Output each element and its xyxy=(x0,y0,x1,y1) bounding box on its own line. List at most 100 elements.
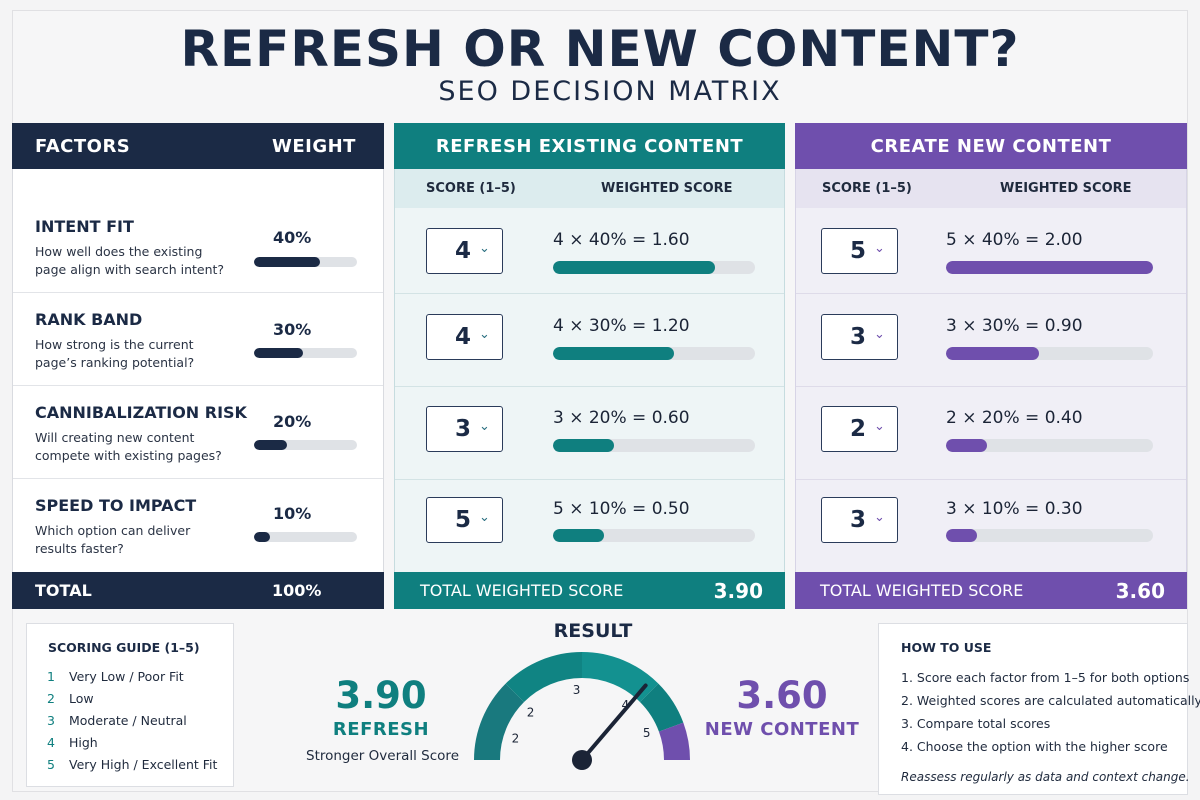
weighted-calc: 4 × 30% = 1.20 xyxy=(553,316,690,336)
result-gauge: 22 3 45 xyxy=(474,652,690,770)
refresh-score-select[interactable]: 4 ⌄ xyxy=(426,314,503,360)
new-content-score-select[interactable]: 3 ⌄ xyxy=(821,314,898,360)
score-value: 5 xyxy=(455,507,472,533)
weighted-bar-fill xyxy=(553,529,604,542)
refresh-score-select[interactable]: 5 ⌄ xyxy=(426,497,503,543)
factor-description: Which option can deliver results faster? xyxy=(35,523,191,556)
guide-number: 2 xyxy=(47,691,55,706)
refresh-result-caption: Stronger Overall Score xyxy=(306,748,459,764)
weight-bar-fill xyxy=(254,440,287,450)
weighted-bar-track xyxy=(946,261,1153,274)
gauge-segment xyxy=(639,683,684,732)
guide-item: 5 Very High / Excellent Fit xyxy=(47,757,217,772)
factor-weight-label: 10% xyxy=(273,504,312,523)
gauge-ticks: 22 3 45 xyxy=(512,683,651,745)
guide-number: 3 xyxy=(47,713,55,728)
refresh-result-value: 3.90 xyxy=(335,674,427,717)
guide-label: Very Low / Poor Fit xyxy=(69,669,184,684)
score-value: 4 xyxy=(455,324,472,350)
refresh-row-3: 3 ⌄ 3 × 20% = 0.60 xyxy=(395,387,784,480)
weighted-bar-track xyxy=(553,439,755,452)
gauge-tick-label: 2 xyxy=(512,731,520,745)
weighted-bar-fill xyxy=(553,261,715,274)
weight-bar-track xyxy=(254,257,357,267)
gauge-tick-label: 3 xyxy=(573,683,581,697)
gauge-needle xyxy=(580,683,648,762)
refresh-result: 3.90 REFRESH Stronger Overall Score xyxy=(306,674,459,764)
factor-name: CANNIBALIZATION RISK xyxy=(35,403,247,422)
gauge-hub xyxy=(572,750,592,770)
new-content-result: 3.60 NEW CONTENT xyxy=(702,674,862,740)
factor-description: How well does the existing page align wi… xyxy=(35,244,225,277)
refresh-header: REFRESH EXISTING CONTENT xyxy=(394,123,785,169)
new-content-score-select[interactable]: 2 ⌄ xyxy=(821,406,898,452)
weight-bar-fill xyxy=(254,348,304,358)
chevron-down-icon: ⌄ xyxy=(874,510,885,525)
guide-number: 4 xyxy=(47,735,55,750)
gauge-segment xyxy=(505,652,582,703)
weighted-column-header: WEIGHTED SCORE xyxy=(601,181,733,196)
new-content-row-1: 5 ⌄ 5 × 40% = 2.00 xyxy=(796,208,1186,294)
weight-bar-track xyxy=(254,532,357,542)
chevron-down-icon: ⌄ xyxy=(479,327,490,342)
factors-panel: FACTORS WEIGHT INTENT FIT How well does … xyxy=(12,123,384,609)
chevron-down-icon: ⌄ xyxy=(874,327,885,342)
guide-label: Moderate / Neutral xyxy=(69,713,187,728)
chevron-down-icon: ⌄ xyxy=(874,241,885,256)
guide-label: High xyxy=(69,735,98,750)
refresh-row-1: 4 ⌄ 4 × 40% = 1.60 xyxy=(395,208,784,294)
refresh-subheader: SCORE (1–5) WEIGHTED SCORE xyxy=(395,169,784,208)
weight-bar-track xyxy=(254,440,357,450)
weighted-calc: 5 × 40% = 2.00 xyxy=(946,230,1083,250)
weighted-column-header: WEIGHTED SCORE xyxy=(1000,181,1132,196)
guide-number: 5 xyxy=(47,757,55,772)
chevron-down-icon: ⌄ xyxy=(479,241,490,256)
refresh-title: REFRESH EXISTING CONTENT xyxy=(435,135,744,157)
new-content-total-score: 3.60 xyxy=(1115,578,1165,603)
factor-description: How strong is the current page’s ranking… xyxy=(35,337,195,370)
result-title: RESULT xyxy=(553,620,633,642)
factors-header: FACTORS WEIGHT xyxy=(12,123,384,169)
score-value: 4 xyxy=(455,238,472,264)
weight-bar-track xyxy=(254,348,357,358)
new-content-score-select[interactable]: 3 ⌄ xyxy=(821,497,898,543)
guide-number: 1 xyxy=(47,669,55,684)
how-to-step: 3. Compare total scores xyxy=(901,716,1051,731)
scoring-guide-title: SCORING GUIDE (1–5) xyxy=(48,640,200,655)
new-content-score-select[interactable]: 5 ⌄ xyxy=(821,228,898,274)
score-column-header: SCORE (1–5) xyxy=(426,181,516,196)
factors-total-bar: TOTAL 100% xyxy=(12,572,384,609)
weighted-bar-track xyxy=(553,347,755,360)
chevron-down-icon: ⌄ xyxy=(479,419,490,434)
how-to-step: 4. Choose the option with the higher sco… xyxy=(901,739,1168,754)
score-value: 3 xyxy=(455,416,472,442)
factor-name: INTENT FIT xyxy=(35,217,134,236)
refresh-score-select[interactable]: 3 ⌄ xyxy=(426,406,503,452)
weighted-bar-fill xyxy=(946,261,1153,274)
factor-name: SPEED TO IMPACT xyxy=(35,496,197,515)
weighted-bar-fill xyxy=(553,347,675,360)
score-value: 3 xyxy=(850,324,867,350)
how-to-use-panel: HOW TO USE 1. Score each factor from 1–5… xyxy=(878,623,1200,795)
weighted-bar-track xyxy=(946,347,1153,360)
gauge-arc xyxy=(474,652,690,760)
guide-label: Very High / Excellent Fit xyxy=(69,757,218,772)
how-to-use-title: HOW TO USE xyxy=(901,640,992,655)
total-weighted-label: TOTAL WEIGHTED SCORE xyxy=(820,581,1024,600)
factor-row-cannibalization-risk: CANNIBALIZATION RISK Will creating new c… xyxy=(13,387,383,479)
weight-column-header: WEIGHT xyxy=(272,135,356,157)
gauge-segment xyxy=(474,683,525,760)
page-subtitle: SEO DECISION MATRIX xyxy=(438,76,782,107)
refresh-row-2: 4 ⌄ 4 × 30% = 1.20 xyxy=(395,294,784,387)
factor-weight-label: 20% xyxy=(273,412,312,431)
refresh-total-score: 3.90 xyxy=(713,578,763,603)
new-content-title: CREATE NEW CONTENT xyxy=(870,135,1112,157)
weighted-calc: 3 × 20% = 0.60 xyxy=(553,408,690,428)
refresh-row-4: 5 ⌄ 5 × 10% = 0.50 xyxy=(395,480,784,572)
refresh-score-select[interactable]: 4 ⌄ xyxy=(426,228,503,274)
scoring-guide: SCORING GUIDE (1–5) 1 Very Low / Poor Fit… xyxy=(26,623,234,787)
new-content-row-2: 3 ⌄ 3 × 30% = 0.90 xyxy=(796,294,1186,387)
guide-item: 4 High xyxy=(47,735,98,750)
refresh-panel: REFRESH EXISTING CONTENT SCORE (1–5) WEI… xyxy=(394,123,785,609)
score-value: 2 xyxy=(850,416,867,442)
